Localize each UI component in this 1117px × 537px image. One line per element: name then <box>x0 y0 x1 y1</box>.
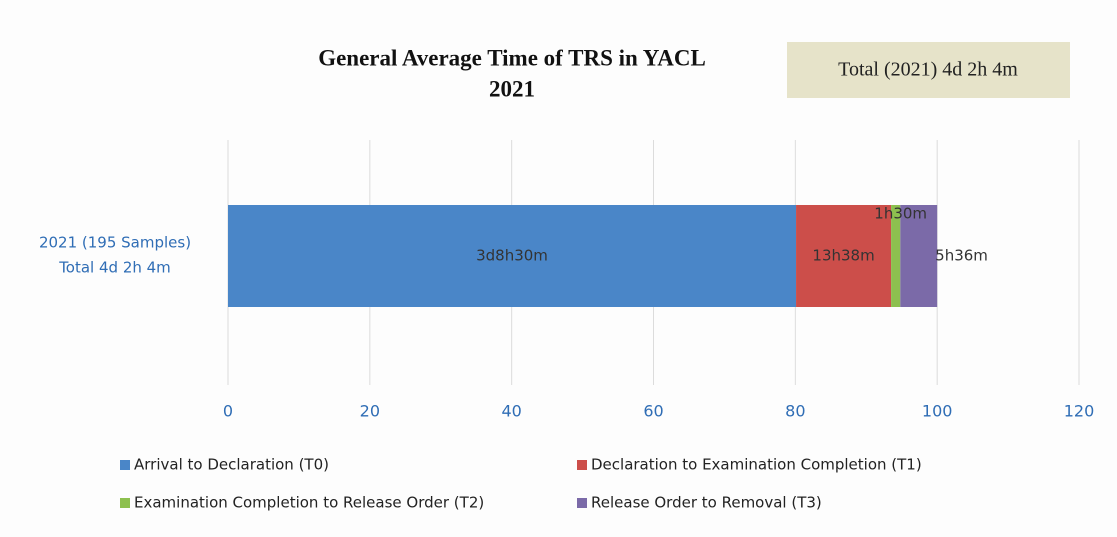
bar-segment <box>796 205 892 307</box>
legend-swatch <box>120 460 130 470</box>
chart-title: General Average Time of TRS in YACL <box>318 45 706 70</box>
x-tick-label: 100 <box>922 402 953 421</box>
annotation-box <box>787 42 1070 98</box>
legend-label: Release Order to Removal (T3) <box>591 494 822 512</box>
x-tick-label: 120 <box>1064 402 1095 421</box>
x-tick-label: 20 <box>360 402 380 421</box>
data-label: 13h38m <box>812 247 874 265</box>
y-tick-label: 2021 (195 Samples) <box>39 234 191 252</box>
legend-swatch <box>120 498 130 508</box>
bar-segment <box>900 205 938 307</box>
annotation: Total (2021) 4d 2h 4m <box>838 59 1018 81</box>
data-label: 1h30m <box>874 205 927 223</box>
data-label: 3d8h30m <box>476 247 548 265</box>
x-tick-label: 60 <box>643 402 663 421</box>
legend-label: Arrival to Declaration (T0) <box>134 456 329 474</box>
y-tick-label: Total 4d 2h 4m <box>58 259 171 277</box>
legend-label: Declaration to Examination Completion (T… <box>591 456 922 474</box>
bar-segment <box>228 205 797 307</box>
legend-swatch <box>577 498 587 508</box>
data-label: 5h36m <box>935 247 988 265</box>
legend-label: Examination Completion to Release Order … <box>134 494 484 512</box>
x-tick-label: 40 <box>501 402 521 421</box>
legend-swatch <box>577 460 587 470</box>
bar-segment <box>891 205 901 307</box>
chart-title: 2021 <box>489 76 535 101</box>
x-tick-label: 80 <box>785 402 805 421</box>
x-tick-label: 0 <box>223 402 233 421</box>
